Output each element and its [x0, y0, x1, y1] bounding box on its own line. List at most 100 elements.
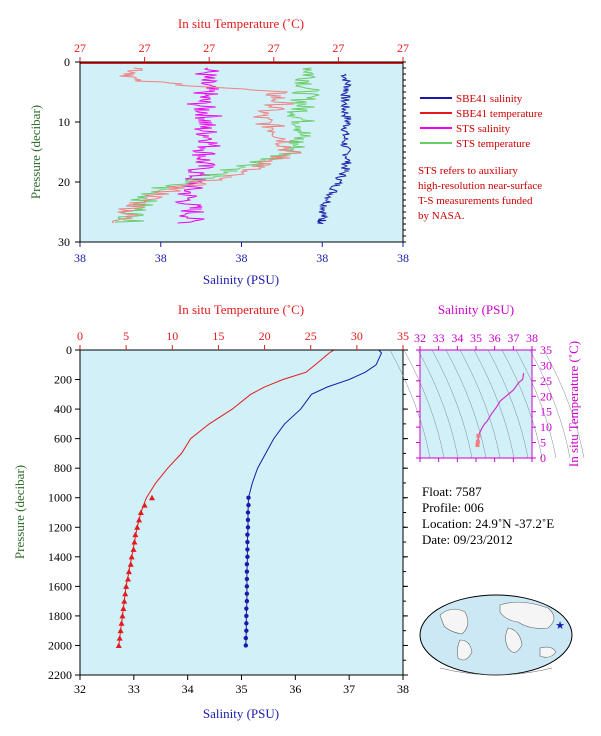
salinity-marker [245, 510, 251, 515]
salinity-marker [245, 554, 250, 560]
profile-pressure-tick-label: 200 [54, 373, 72, 387]
salinity-marker [244, 569, 250, 574]
temperature-marker [123, 583, 130, 589]
profile-pressure-tick-label: 2200 [48, 668, 72, 682]
map-land-americas-north [439, 608, 469, 635]
temperature-marker [119, 612, 126, 619]
profile-pressure-tick-label: 1000 [48, 491, 72, 505]
top-pressure-tick-label: 20 [58, 175, 70, 189]
note-line: by NASA. [418, 210, 465, 222]
salinity-marker [244, 598, 250, 604]
top-pressure-tick-label: 0 [64, 55, 70, 69]
profile-temp-tick-label: 35 [397, 329, 409, 343]
ts-density-contour [529, 349, 571, 459]
top-sal-tick-label: 38 [397, 251, 409, 265]
ts-density-contour [431, 349, 473, 459]
ts-temp-tick-label: 30 [540, 358, 552, 372]
profile-pressure-ticks: 0 200 400 600 800 1000 1200 1400 1600 1800 2000 220… [48, 343, 408, 682]
map-land-eurasia [499, 601, 555, 629]
ts-temp-tick-label: 20 [540, 389, 552, 403]
salinity-marker [243, 635, 249, 641]
ts-density-contours [389, 349, 585, 459]
profile-temp-tick-label: 0 [77, 329, 83, 343]
top-panel-pressure-ticks: 0 10 20 30 [58, 55, 406, 249]
profile-pressure-tick-label: 1200 [48, 520, 72, 534]
ts-temp-tick-label: 15 [540, 405, 552, 419]
salinity-marker [243, 643, 249, 648]
top-series-line-sts-salinity [174, 67, 223, 224]
temperature-marker [127, 561, 134, 567]
date: Date: 09/23/2012 [422, 532, 513, 547]
ts-deep-marker [476, 433, 481, 438]
temperature-marker [125, 568, 132, 575]
temperature-marker [148, 494, 155, 501]
profile-temperature-axis-title: In situ Temperature (˚C) [178, 302, 304, 317]
top-panel-pressure-axis-title: Pressure (decibar) [28, 105, 43, 199]
temperature-marker [122, 590, 129, 597]
ts-deep-marker [475, 439, 480, 444]
temperature-marker [136, 516, 143, 523]
top-sal-tick-label: 38 [155, 251, 167, 265]
ts-density-contour [473, 349, 515, 459]
temperature-marker [121, 598, 128, 604]
profile-sal-tick-label: 36 [289, 682, 301, 696]
profile-temperature-ticks: 0 5 10 15 20 25 30 35 [77, 329, 409, 350]
temperature-marker [128, 553, 135, 560]
salinity-marker [244, 576, 250, 582]
salinity-marker [245, 532, 250, 537]
map-land-americas-south [457, 639, 473, 661]
profile-pressure-tick-label: 1600 [48, 579, 72, 593]
top-temp-tick-label: 27 [268, 41, 280, 55]
ts-density-contour [417, 349, 459, 459]
salinity-profile-line [245, 349, 383, 646]
profile-pressure-tick-label: 400 [54, 402, 72, 416]
profile-pressure-tick-label: 1400 [48, 550, 72, 564]
ts-temperature-axis-title: In situ Temperature (˚C) [566, 341, 581, 467]
top-temp-tick-label: 27 [203, 41, 215, 55]
float-location-star-icon: ★ [555, 620, 565, 632]
salinity-marker [245, 517, 251, 523]
profile-temp-tick-label: 15 [212, 329, 224, 343]
temperature-marker [141, 502, 148, 508]
ts-density-contour [501, 349, 543, 459]
top-panel-salinity-ticks: 38 38 38 38 38 [74, 242, 409, 265]
profile-salinity-ticks: 32 33 34 35 36 37 38 [74, 675, 409, 696]
map-land-antarctica [439, 667, 553, 676]
salinity-marker [246, 502, 251, 508]
profile-temp-tick-label: 25 [305, 329, 317, 343]
profile-pressure-tick-label: 2000 [48, 638, 72, 652]
salinity-marker [244, 613, 249, 619]
top-panel-temperature-axis-title: In situ Temperature (˚C) [178, 16, 304, 31]
ts-sal-tick-label: 33 [433, 331, 445, 345]
profile-sal-tick-label: 33 [128, 682, 140, 696]
top-series-line-sts-temperature-pink- [111, 67, 303, 224]
legend-label: SBE41 salinity [456, 93, 523, 105]
top-temp-tick-label: 27 [74, 41, 86, 55]
map-land-australia [539, 646, 557, 658]
note-line: T-S measurements funded [418, 195, 533, 207]
map-globe-outline [419, 594, 573, 676]
ts-panel: Salinity (PSU) 32 33 34 35 36 37 38 In situ Te… [389, 302, 585, 467]
profile-sal-tick-label: 35 [236, 682, 248, 696]
salinity-marker [244, 606, 249, 611]
profile-pressure-tick-label: 600 [54, 432, 72, 446]
float-id: Float: 7587 [422, 484, 482, 499]
salinity-marker [244, 591, 250, 596]
legend-label: STS salinity [456, 123, 511, 135]
profile-temp-tick-label: 30 [351, 329, 363, 343]
profile-pressure-tick-label: 800 [54, 461, 72, 475]
temperature-marker [137, 509, 144, 515]
ts-sal-tick-label: 32 [414, 331, 426, 345]
profile-sal-tick-label: 38 [397, 682, 409, 696]
salinity-marker [244, 628, 249, 633]
profile-pressure-tick-label: 1800 [48, 609, 72, 623]
ts-density-contour [487, 349, 529, 459]
note-line: STS refers to auxiliary [418, 165, 518, 177]
ts-sal-tick-label: 38 [526, 331, 538, 345]
world-map: ★ [419, 594, 573, 676]
profile-series-group [115, 349, 383, 648]
ts-temp-tick-label: 5 [540, 436, 546, 450]
note-line: high-resolution near-surface [418, 180, 542, 192]
temperature-marker [131, 539, 138, 545]
